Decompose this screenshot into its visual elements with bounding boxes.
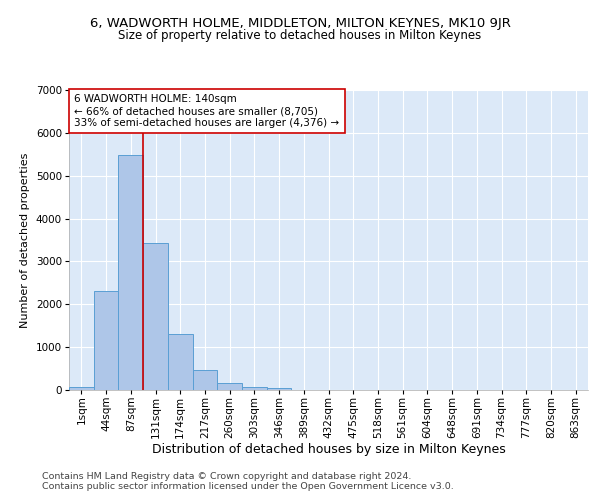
Text: Size of property relative to detached houses in Milton Keynes: Size of property relative to detached ho… bbox=[118, 29, 482, 42]
Bar bbox=[118, 155, 143, 390]
Bar bbox=[168, 334, 193, 390]
Bar bbox=[143, 242, 168, 390]
Bar bbox=[193, 370, 217, 390]
Bar bbox=[69, 386, 94, 390]
Y-axis label: Number of detached properties: Number of detached properties bbox=[20, 152, 31, 328]
Bar bbox=[217, 383, 242, 390]
Bar bbox=[242, 386, 267, 390]
X-axis label: Distribution of detached houses by size in Milton Keynes: Distribution of detached houses by size … bbox=[152, 443, 505, 456]
Bar bbox=[267, 388, 292, 390]
Text: 6, WADWORTH HOLME, MIDDLETON, MILTON KEYNES, MK10 9JR: 6, WADWORTH HOLME, MIDDLETON, MILTON KEY… bbox=[89, 18, 511, 30]
Text: Contains public sector information licensed under the Open Government Licence v3: Contains public sector information licen… bbox=[42, 482, 454, 491]
Text: Contains HM Land Registry data © Crown copyright and database right 2024.: Contains HM Land Registry data © Crown c… bbox=[42, 472, 412, 481]
Bar bbox=[94, 292, 118, 390]
Text: 6 WADWORTH HOLME: 140sqm
← 66% of detached houses are smaller (8,705)
33% of sem: 6 WADWORTH HOLME: 140sqm ← 66% of detach… bbox=[74, 94, 340, 128]
